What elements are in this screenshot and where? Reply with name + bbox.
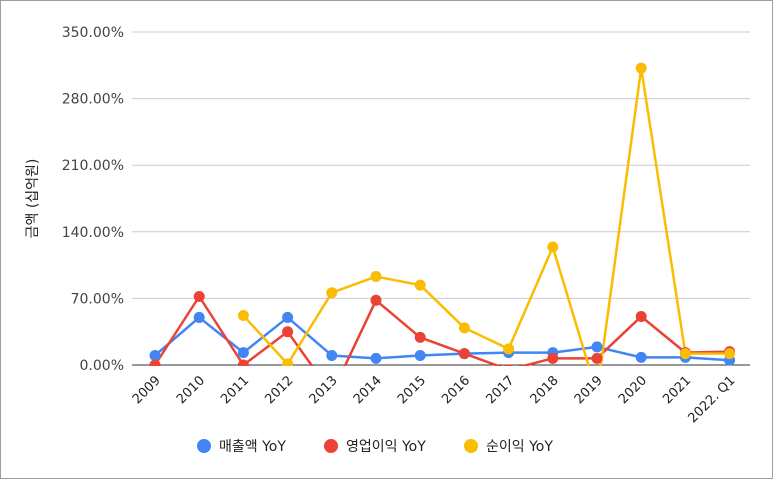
data-point — [193, 311, 205, 323]
series-line — [153, 295, 730, 366]
y-tick-label: 280.00% — [62, 92, 124, 108]
legend-marker — [324, 439, 338, 453]
y-axis-ticks: 0.00% 70.00% 140.00% 210.00% 280.00% 350.00% — [62, 25, 124, 374]
legend-label: 영업이익 YoY — [346, 439, 426, 455]
x-tick-label: 2014 — [351, 373, 385, 407]
series-line — [154, 316, 730, 362]
data-point — [237, 310, 249, 322]
gridlines — [132, 31, 750, 366]
x-tick-label: 2019 — [572, 373, 606, 407]
data-point — [237, 359, 249, 366]
legend-marker — [197, 439, 211, 453]
x-tick-label: 2013 — [307, 373, 341, 407]
data-point — [458, 322, 470, 334]
x-tick-label: 2011 — [218, 373, 252, 407]
data-point — [237, 347, 249, 359]
data-point — [635, 351, 647, 363]
data-point — [149, 349, 161, 361]
x-tick-label: 2015 — [395, 373, 429, 407]
data-point — [547, 241, 559, 253]
data-point — [282, 358, 294, 366]
data-point — [547, 352, 559, 364]
series-points — [149, 62, 736, 366]
y-tick-label: 350.00% — [62, 25, 124, 41]
data-point — [193, 290, 205, 302]
data-point — [282, 311, 294, 323]
y-tick-label: 140.00% — [62, 225, 124, 241]
x-tick-label: 2017 — [483, 373, 517, 407]
y-tick-label: 70.00% — [71, 291, 124, 307]
data-point — [414, 279, 426, 291]
x-tick-label: 2022. Q1 — [685, 373, 738, 426]
x-tick-label: 2020 — [616, 373, 650, 407]
data-point — [458, 348, 470, 360]
data-point — [149, 359, 161, 366]
data-point — [370, 352, 382, 364]
y-tick-label: 210.00% — [62, 158, 124, 174]
data-point — [724, 348, 736, 360]
x-tick-label: 2012 — [262, 373, 296, 407]
data-point — [326, 349, 338, 361]
legend: 매출액 YoY 영업이익 YoY 순이익 YoY — [197, 439, 553, 455]
y-axis-label: 금액 (십억원) — [25, 159, 41, 239]
data-point — [591, 352, 603, 364]
x-axis-ticks: 2009 2010 2011 2012 2013 2014 2015 2016 2017 2018… — [130, 373, 739, 426]
data-point — [591, 341, 603, 353]
data-point — [635, 310, 647, 322]
x-tick-label: 2018 — [528, 373, 562, 407]
data-point — [414, 331, 426, 343]
series-line — [242, 66, 730, 366]
y-tick-label: 0.00% — [80, 358, 124, 374]
data-point — [370, 271, 382, 283]
data-point — [679, 348, 691, 360]
data-point — [504, 364, 513, 366]
x-tick-label: 2009 — [130, 373, 164, 407]
data-point — [635, 62, 647, 74]
legend-label: 순이익 YoY — [486, 439, 553, 455]
x-tick-label: 2021 — [660, 373, 694, 407]
legend-marker — [464, 439, 478, 453]
data-point — [282, 326, 294, 338]
legend-label: 매출액 YoY — [219, 439, 286, 455]
data-point — [326, 287, 338, 299]
series-lines — [153, 66, 730, 366]
data-point — [370, 294, 382, 306]
x-tick-label: 2010 — [174, 373, 208, 407]
data-point — [414, 349, 426, 361]
data-point — [503, 343, 515, 355]
x-tick-label: 2016 — [439, 373, 473, 407]
